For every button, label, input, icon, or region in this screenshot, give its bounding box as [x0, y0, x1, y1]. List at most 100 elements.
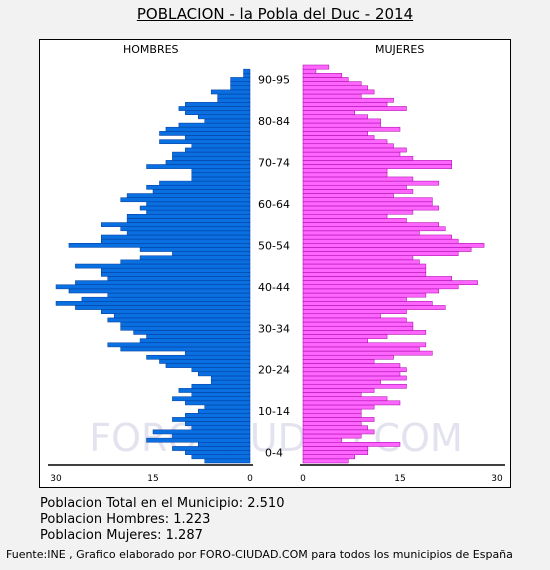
female-bar-age-13: [302, 404, 375, 410]
stats-males: Poblacion Hombres: 1.223: [40, 512, 211, 527]
female-bar-age-5: [302, 437, 343, 443]
female-bar-age-45: [302, 272, 427, 277]
male-bar-age-67: [159, 180, 251, 186]
male-bar-age-90: [230, 85, 251, 91]
male-bar-age-48: [120, 259, 251, 265]
male-x-tick: 30: [50, 474, 62, 484]
male-bar-age-56: [120, 226, 251, 232]
female-bar-age-65: [302, 189, 414, 194]
age-group-label: 80-84: [258, 115, 290, 128]
female-bar-age-75: [302, 147, 407, 153]
female-bar-age-38: [302, 301, 433, 306]
male-bar-age-72: [165, 160, 251, 165]
female-bar-age-86: [302, 102, 388, 107]
female-bar-age-24: [302, 359, 375, 364]
female-bar-age-56: [302, 226, 446, 232]
female-bar-age-51: [302, 247, 472, 252]
male-bar-age-14: [185, 400, 251, 406]
female-bar-age-87: [302, 97, 394, 103]
male-bar-age-18: [191, 383, 251, 389]
male-bar-age-81: [178, 122, 251, 128]
chart-title: POBLACION - la Pobla del Duc - 2014: [136, 5, 414, 23]
male-bar-age-45: [101, 272, 251, 277]
male-bar-age-82: [204, 118, 251, 124]
age-group-label: 40-44: [258, 281, 290, 294]
female-bar-age-33: [302, 321, 414, 327]
male-bar-age-20: [210, 375, 251, 381]
female-bar-age-42: [302, 284, 459, 290]
age-group-label: 0-4: [265, 447, 283, 460]
female-bar-age-50: [302, 251, 459, 256]
male-bar-age-61: [139, 205, 251, 211]
male-bar-age-15: [172, 396, 251, 402]
male-bar-age-69: [191, 172, 251, 178]
female-bar-age-78: [302, 135, 375, 140]
male-bar-age-39: [81, 296, 251, 302]
female-bar-age-59: [302, 214, 388, 219]
female-bar-age-41: [302, 288, 440, 294]
male-bar-age-62: [146, 201, 251, 207]
female-bar-age-31: [302, 330, 427, 335]
male-bar-age-34: [107, 317, 251, 323]
female-bar-age-76: [302, 143, 394, 149]
female-bar-age-16: [302, 392, 362, 397]
female-bar-age-40: [302, 292, 427, 298]
female-bar-age-73: [302, 155, 414, 161]
female-bar-age-61: [302, 205, 440, 211]
female-bar-age-27: [302, 346, 420, 352]
male-bar-age-13: [204, 404, 251, 410]
female-bar-age-28: [302, 342, 427, 348]
female-bar-age-6: [302, 433, 362, 439]
female-bar-age-80: [302, 126, 401, 132]
male-bar-age-12: [198, 408, 251, 414]
male-bar-age-80: [165, 126, 251, 132]
source-note: Fuente:INE , Grafico elaborado por FORO-…: [6, 548, 513, 561]
male-bar-age-30: [146, 334, 251, 339]
female-bar-age-63: [302, 197, 433, 203]
female-bar-age-1: [302, 454, 355, 460]
female-bar-age-21: [302, 371, 401, 377]
male-bar-age-19: [210, 379, 251, 385]
female-bar-age-85: [302, 106, 407, 111]
male-bar-age-86: [185, 102, 251, 107]
females-header: MUJERES: [375, 43, 425, 56]
female-bar-age-52: [302, 243, 485, 248]
male-bar-age-73: [172, 155, 251, 161]
male-bar-age-94: [243, 68, 251, 74]
female-bar-age-14: [302, 400, 401, 406]
male-bar-age-66: [146, 184, 251, 190]
male-bar-age-64: [126, 193, 251, 198]
male-bar-age-41: [68, 288, 251, 294]
male-bar-age-93: [243, 73, 251, 78]
male-bar-age-31: [133, 330, 251, 335]
female-bar-age-47: [302, 263, 427, 269]
female-bar-age-93: [302, 73, 343, 78]
female-bar-age-60: [302, 209, 414, 215]
male-bar-age-8: [191, 425, 251, 431]
male-bar-age-53: [101, 238, 251, 244]
female-bar-age-15: [302, 396, 388, 402]
male-bar-age-3: [172, 446, 251, 451]
male-bar-age-58: [126, 218, 251, 223]
male-bar-age-6: [172, 433, 251, 439]
female-bar-age-3: [302, 446, 368, 451]
female-bar-age-84: [302, 110, 355, 115]
male-bar-age-55: [126, 230, 251, 236]
male-bar-age-84: [185, 110, 251, 115]
female-bar-age-53: [302, 238, 459, 244]
female-bar-age-29: [302, 338, 368, 344]
male-bar-age-5: [146, 437, 251, 443]
female-bar-age-82: [302, 118, 381, 124]
males-header: HOMBRES: [123, 43, 179, 56]
male-bar-age-33: [120, 321, 251, 327]
female-bar-age-2: [302, 450, 368, 455]
female-bar-age-88: [302, 93, 362, 99]
female-bar-age-71: [302, 164, 452, 169]
male-bar-age-60: [146, 209, 251, 215]
male-bar-age-59: [126, 214, 251, 219]
female-bar-age-39: [302, 296, 407, 302]
male-bar-age-40: [107, 292, 251, 298]
female-bar-age-22: [302, 367, 407, 373]
male-bar-age-78: [185, 135, 251, 140]
male-bar-age-11: [185, 413, 251, 418]
